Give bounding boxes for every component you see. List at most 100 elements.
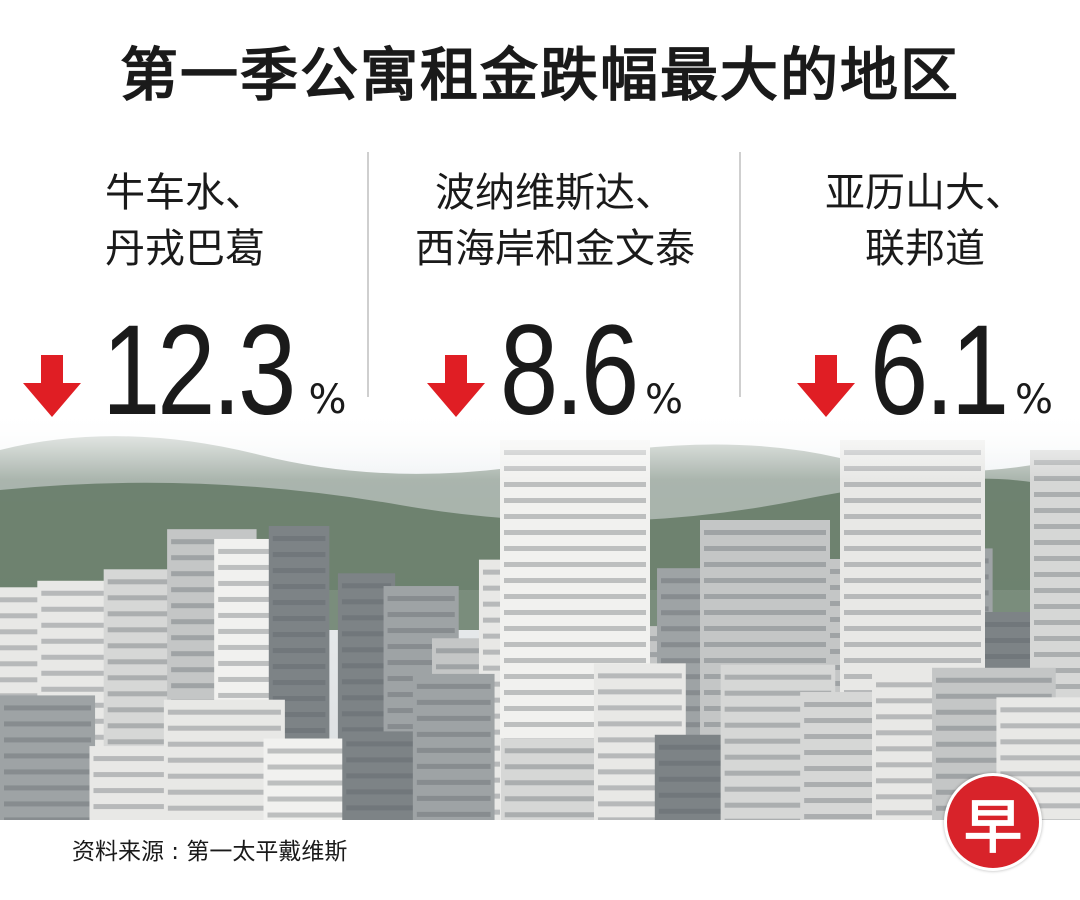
window-row [804, 702, 881, 708]
window-row [218, 564, 301, 570]
window-row [844, 594, 981, 599]
window-row [171, 683, 253, 689]
window-row [504, 658, 646, 663]
window-row [41, 670, 110, 676]
window-row [936, 677, 1052, 683]
window-row [704, 594, 826, 599]
window-row [504, 562, 646, 567]
city-photo [0, 410, 1080, 820]
window-row [704, 610, 826, 615]
window-row [416, 747, 491, 753]
window-row [272, 712, 326, 718]
window-row [844, 626, 981, 631]
window-row [724, 802, 832, 808]
window-row [597, 817, 682, 820]
building [0, 695, 96, 820]
window-row [167, 805, 281, 811]
window-row [658, 776, 769, 782]
window-row [346, 741, 428, 747]
window-row [272, 648, 326, 654]
window-row [504, 722, 646, 727]
window-row [974, 653, 1033, 659]
region-line: 丹戎巴葛 [105, 226, 265, 272]
window-row [504, 674, 646, 679]
window-row [167, 757, 281, 763]
window-row [597, 673, 682, 679]
window-row [844, 658, 981, 663]
window-row [107, 579, 186, 585]
window-row [171, 667, 253, 673]
window-row [1034, 556, 1080, 561]
window-row [724, 754, 832, 760]
window-row [218, 580, 301, 586]
window-row [804, 718, 881, 724]
window-row [504, 748, 623, 754]
window-row [341, 647, 392, 653]
window-row [658, 808, 769, 814]
window-row [504, 764, 623, 770]
window-row [1034, 604, 1080, 609]
region-column: 波纳维斯达、 西海岸和金文泰 8.6% [370, 165, 740, 435]
window-row [936, 757, 1052, 763]
window-row [4, 801, 92, 807]
window-row [435, 664, 489, 670]
window-row [974, 621, 1033, 627]
window-row [936, 741, 1052, 747]
region-line: 亚历山大、 [825, 170, 1025, 216]
window-row [167, 725, 281, 731]
window-row [844, 514, 981, 519]
window-row [597, 737, 682, 743]
window-row [844, 578, 981, 583]
region-line: 西海岸和金文泰 [415, 226, 695, 272]
window-row [844, 610, 981, 615]
window-row [218, 692, 301, 698]
window-row [416, 731, 491, 737]
region-line: 波纳维斯达、 [435, 170, 675, 216]
figure: 8.6% [370, 291, 740, 435]
window-row [341, 599, 392, 605]
window-row [704, 658, 826, 663]
window-row [416, 795, 491, 801]
window-row [1034, 636, 1080, 641]
window-row [272, 664, 326, 670]
window-row [597, 689, 682, 695]
window-row [346, 773, 428, 779]
source: 资料来源 : 第一太平戴维斯 [72, 839, 348, 865]
window-row [41, 638, 110, 644]
window-row [41, 606, 110, 612]
window-row [1034, 652, 1080, 657]
window-row [704, 642, 826, 647]
window-row [171, 619, 253, 625]
window-row [171, 603, 253, 609]
window-row [387, 660, 455, 666]
window-row [844, 642, 981, 647]
window-row [1034, 492, 1080, 497]
window-row [341, 711, 392, 717]
region-line: 联邦道 [865, 226, 985, 272]
logo: 早 [944, 773, 1042, 871]
window-row [272, 536, 326, 542]
window-row [504, 706, 646, 711]
window-row [1034, 588, 1080, 593]
window-row [804, 814, 881, 820]
window-row [724, 818, 832, 820]
window-row [504, 796, 623, 802]
window-row [171, 571, 253, 577]
window-row [267, 748, 372, 754]
window-row [416, 715, 491, 721]
window-row [416, 763, 491, 769]
window-row [387, 596, 455, 602]
window-row [0, 629, 66, 635]
window-row [267, 796, 372, 802]
window-row [93, 756, 185, 762]
window-row [346, 805, 428, 811]
window-row [724, 690, 832, 696]
window-row [4, 705, 92, 711]
value: 12.3 [102, 299, 296, 442]
window-row [936, 709, 1052, 715]
down-arrow [23, 355, 82, 417]
region-column: 亚历山大、 联邦道 6.1% [740, 165, 1080, 435]
down-arrow [427, 355, 486, 417]
building [800, 692, 885, 820]
